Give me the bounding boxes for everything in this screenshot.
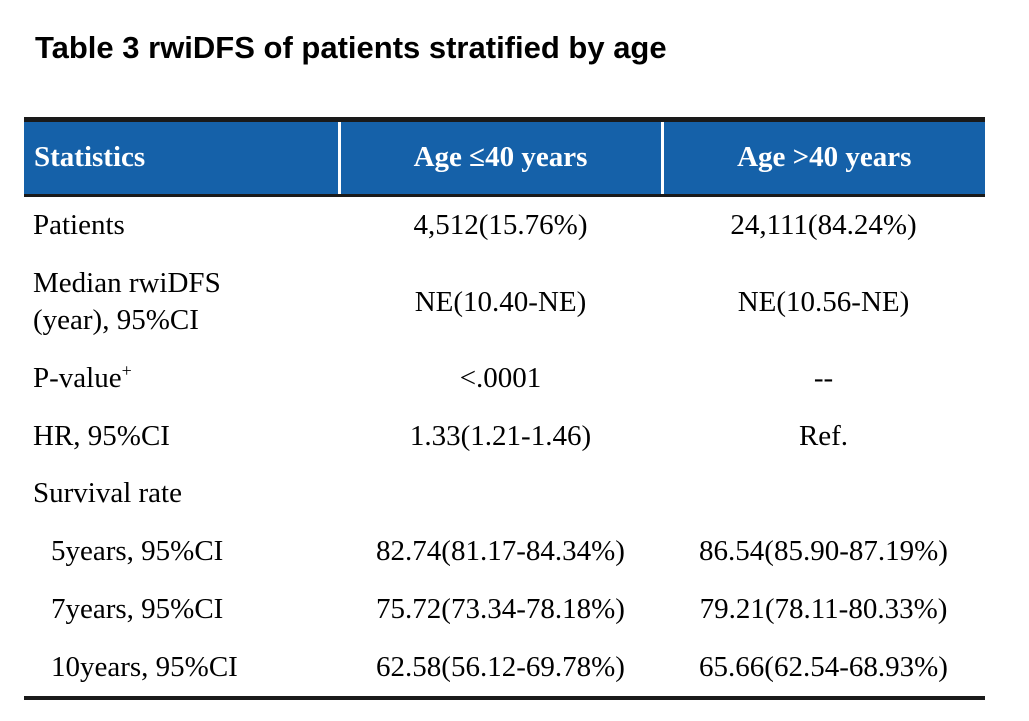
cell-value: --	[662, 350, 985, 408]
row-label-text: P-value	[33, 362, 122, 395]
row-label: 5years, 95%CI	[24, 523, 339, 581]
cell-value: 65.66(62.54-68.93%)	[662, 638, 985, 701]
superscript-plus: +	[121, 360, 132, 381]
row-label: Patients	[24, 195, 339, 255]
row-label-text: Patients	[33, 209, 125, 241]
cell-value: 86.54(85.90-87.19%)	[662, 523, 985, 581]
row-label-text: 7years, 95%CI	[51, 592, 224, 625]
cell-value: <.0001	[339, 350, 662, 408]
row-label: HR, 95%CI	[24, 407, 339, 466]
cell-value: Ref.	[662, 407, 985, 466]
row-label-text-line2: (year), 95%CI	[33, 304, 199, 337]
table-body: Patients 4,512(15.76%) 24,111(84.24%) Me…	[24, 195, 985, 701]
row-label-text: 10years, 95%CI	[51, 650, 238, 683]
cell-value: NE(10.40-NE)	[339, 254, 662, 351]
header-row: Statistics Age ≤40 years Age >40 years	[24, 117, 985, 197]
table-row-7years: 7years, 95%CI 75.72(73.34-78.18%) 79.21(…	[24, 580, 985, 639]
row-label: Median rwiDFS (year), 95%CI	[24, 254, 339, 351]
row-label-text: Median rwiDFS	[33, 266, 221, 299]
row-label-text: 5years, 95%CI	[51, 535, 224, 568]
column-header-statistics: Statistics	[24, 117, 339, 197]
cell-value: 1.33(1.21-1.46)	[339, 407, 662, 466]
row-label-text: Survival rate	[33, 477, 182, 510]
column-header-age-gt-40: Age >40 years	[660, 117, 985, 197]
table-title: Table 3 rwiDFS of patients stratified by…	[35, 30, 667, 65]
row-label: 10years, 95%CI	[24, 638, 339, 701]
cell-value: 82.74(81.17-84.34%)	[339, 523, 662, 581]
table-row-survival-rate: Survival rate	[24, 465, 985, 524]
row-label: Survival rate	[24, 465, 339, 524]
table-row-patients: Patients 4,512(15.76%) 24,111(84.24%)	[24, 195, 985, 255]
table-row-10years: 10years, 95%CI 62.58(56.12-69.78%) 65.66…	[24, 638, 985, 701]
row-label-text: HR, 95%CI	[33, 419, 170, 452]
row-label: 7years, 95%CI	[24, 580, 339, 639]
stats-table: Statistics Age ≤40 years Age >40 years P…	[24, 117, 985, 701]
cell-value: 79.21(78.11-80.33%)	[662, 580, 985, 639]
table-row-hr: HR, 95%CI 1.33(1.21-1.46) Ref.	[24, 407, 985, 466]
cell-value: 62.58(56.12-69.78%)	[339, 638, 662, 701]
table-row-median-rwidfs: Median rwiDFS (year), 95%CI NE(10.40-NE)…	[24, 254, 985, 351]
cell-value	[339, 465, 662, 524]
cell-value: 24,111(84.24%)	[662, 195, 985, 255]
row-label: P-value+	[24, 350, 339, 408]
table-header: Statistics Age ≤40 years Age >40 years	[24, 117, 985, 197]
cell-value	[662, 465, 985, 524]
table-row-5years: 5years, 95%CI 82.74(81.17-84.34%) 86.54(…	[24, 523, 985, 581]
column-header-age-le-40: Age ≤40 years	[337, 117, 662, 197]
cell-value: 75.72(73.34-78.18%)	[339, 580, 662, 639]
table-row-p-value: P-value+ <.0001 --	[24, 350, 985, 408]
cell-value: NE(10.56-NE)	[662, 254, 985, 351]
cell-value: 4,512(15.76%)	[339, 195, 662, 255]
